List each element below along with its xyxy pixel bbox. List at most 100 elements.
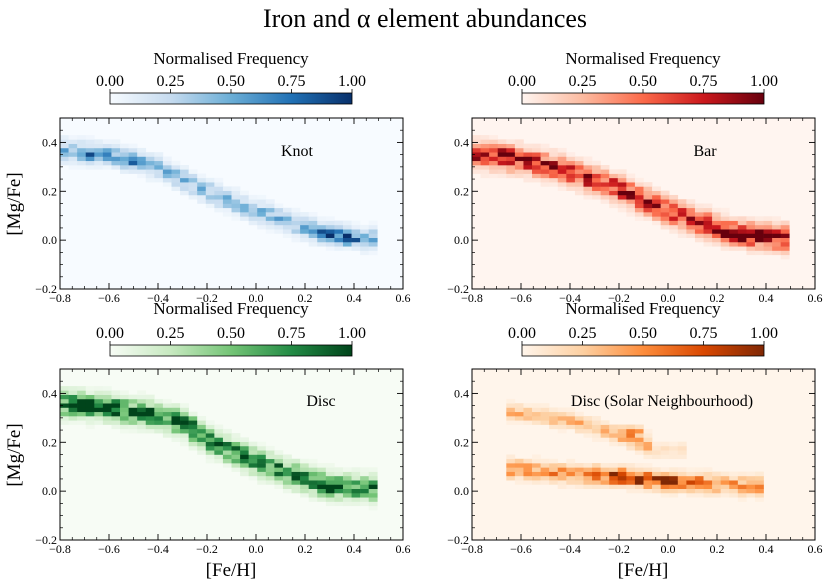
heatmap-cell bbox=[368, 233, 378, 238]
heatmap-cell bbox=[609, 182, 619, 187]
heatmap-cell bbox=[566, 420, 576, 425]
heatmap-cell bbox=[472, 139, 481, 144]
heatmap-cell bbox=[712, 233, 721, 238]
heatmap-cell bbox=[231, 463, 241, 468]
heatmap-cell bbox=[128, 156, 138, 162]
heatmap-cell bbox=[351, 467, 361, 472]
heatmap-cell bbox=[694, 484, 704, 490]
x-tick-label: −0.6 bbox=[510, 542, 532, 556]
heatmap-cell bbox=[626, 467, 636, 472]
heatmap-cell bbox=[643, 216, 653, 221]
heatmap-cell bbox=[145, 424, 155, 430]
heatmap-cell bbox=[171, 411, 181, 417]
heatmap-cell bbox=[660, 475, 670, 481]
heatmap-cell bbox=[308, 492, 318, 498]
heatmap-cell bbox=[600, 475, 610, 481]
heatmap-cell bbox=[334, 220, 344, 226]
heatmap-cell bbox=[729, 488, 739, 494]
heatmap-cell bbox=[128, 403, 138, 408]
heatmap-cell bbox=[506, 454, 516, 460]
heatmap-cell bbox=[557, 467, 567, 472]
heatmap-cell bbox=[154, 165, 164, 170]
heatmap-cell bbox=[68, 135, 78, 140]
heatmap-cell bbox=[205, 199, 215, 204]
heatmap-cell bbox=[643, 441, 653, 447]
heatmap-cell bbox=[557, 407, 567, 413]
heatmap-cell bbox=[197, 173, 207, 179]
heatmap-cell bbox=[180, 416, 189, 421]
heatmap-cell bbox=[703, 207, 713, 213]
heatmap-cell bbox=[137, 411, 147, 417]
heatmap-cell bbox=[754, 484, 764, 490]
heatmap-cell bbox=[85, 160, 95, 166]
heatmap-cell bbox=[634, 488, 644, 494]
heatmap-cell bbox=[574, 186, 584, 191]
heatmap-cell bbox=[205, 177, 215, 183]
heatmap-cell bbox=[660, 450, 670, 455]
heatmap-cell bbox=[154, 416, 164, 421]
heatmap-cell bbox=[222, 203, 232, 209]
heatmap-cell bbox=[265, 458, 275, 464]
heatmap-cell bbox=[677, 441, 687, 447]
heatmap-cell bbox=[334, 237, 344, 243]
heatmap-cell bbox=[111, 156, 121, 162]
heatmap-cell bbox=[540, 420, 550, 425]
y-tick-label: 0.4 bbox=[454, 386, 469, 400]
heatmap-cell bbox=[729, 216, 739, 221]
heatmap-cell bbox=[137, 403, 147, 408]
heatmap-cell bbox=[120, 169, 129, 174]
heatmap-cell bbox=[617, 190, 627, 196]
heatmap-cell bbox=[592, 463, 601, 468]
heatmap-cell bbox=[300, 458, 309, 464]
heatmap-cell bbox=[120, 411, 129, 417]
heatmap-cell bbox=[291, 233, 301, 238]
heatmap-cell bbox=[566, 463, 576, 468]
heatmap-cell bbox=[737, 220, 747, 226]
heatmap-cell bbox=[754, 233, 764, 238]
heatmap-cell bbox=[231, 199, 241, 204]
heatmap-cell bbox=[660, 467, 670, 472]
heatmap-cell bbox=[325, 492, 335, 498]
heatmap-cell bbox=[557, 411, 567, 417]
heatmap-cell bbox=[660, 484, 670, 490]
heatmap-cell bbox=[111, 416, 121, 421]
heatmap-cell bbox=[592, 471, 601, 477]
colorbar-bar: 0.00 0.25 0.50 0.75 1.00 bbox=[508, 73, 778, 105]
heatmap-cell bbox=[523, 173, 533, 179]
heatmap-cell bbox=[583, 182, 593, 187]
heatmap-cell bbox=[514, 467, 524, 472]
heatmap-cell bbox=[532, 156, 541, 162]
heatmap-cell bbox=[77, 165, 87, 170]
heatmap-cell bbox=[609, 203, 619, 209]
heatmap-cell bbox=[265, 220, 275, 226]
heatmap-cell bbox=[677, 467, 687, 472]
heatmap-cell bbox=[669, 229, 679, 234]
heatmap-cell bbox=[600, 194, 610, 200]
heatmap-cell bbox=[660, 471, 670, 477]
heatmap-cell bbox=[257, 471, 267, 477]
heatmap-cell bbox=[506, 139, 516, 144]
heatmap-cell bbox=[188, 420, 198, 425]
heatmap-cell bbox=[566, 152, 576, 157]
heatmap-cell bbox=[626, 207, 636, 213]
heatmap-cell bbox=[274, 467, 284, 472]
heatmap-cell bbox=[274, 203, 284, 209]
heatmap-cell bbox=[643, 194, 653, 200]
heatmap-cell bbox=[205, 445, 215, 451]
heatmap-cell bbox=[240, 437, 249, 442]
heatmap-cell bbox=[368, 224, 378, 230]
heatmap-cell bbox=[746, 246, 756, 251]
x-tick-label: −0.6 bbox=[510, 291, 532, 305]
heatmap-cell bbox=[222, 450, 232, 455]
heatmap-cell bbox=[746, 241, 756, 247]
heatmap-cell bbox=[566, 173, 576, 179]
heatmap-cell bbox=[60, 160, 69, 166]
heatmap-cell bbox=[634, 186, 644, 191]
heatmap-cell bbox=[514, 152, 524, 157]
x-tick-label: 0.6 bbox=[396, 291, 411, 305]
heatmap-cell bbox=[712, 484, 721, 490]
heatmap-cell bbox=[574, 428, 584, 434]
heatmap-cell bbox=[342, 237, 352, 243]
heatmap-cell bbox=[694, 480, 704, 485]
heatmap-cell bbox=[154, 411, 164, 417]
